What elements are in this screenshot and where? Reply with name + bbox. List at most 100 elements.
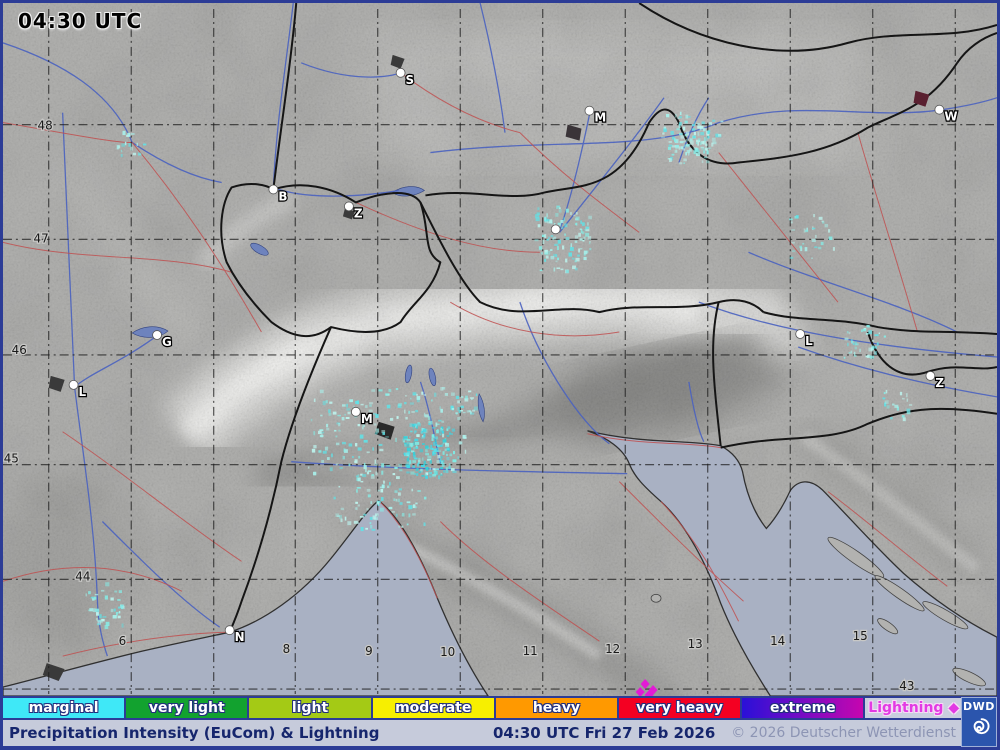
- precip-echo: [433, 452, 436, 456]
- precip-echo: [402, 438, 406, 441]
- precip-echo: [438, 419, 442, 422]
- precip-echo: [460, 395, 464, 399]
- precip-echo: [457, 400, 461, 404]
- precip-echo: [661, 136, 665, 139]
- precip-echo: [313, 398, 316, 402]
- precip-echo: [368, 418, 373, 421]
- precip-echo: [340, 507, 345, 511]
- precip-echo: [389, 481, 391, 486]
- precip-echo: [892, 403, 895, 406]
- precip-echo: [416, 473, 419, 476]
- precip-echo: [435, 448, 439, 453]
- precip-echo: [700, 146, 705, 149]
- precip-echo: [354, 443, 358, 447]
- precip-echo: [696, 152, 701, 157]
- precip-echo: [412, 465, 416, 469]
- grid-coordinate-label: 12: [605, 642, 620, 656]
- precip-echo: [564, 223, 568, 228]
- precip-echo: [703, 150, 706, 154]
- precip-echo: [446, 447, 450, 451]
- precip-echo: [369, 404, 372, 407]
- precip-echo: [344, 516, 347, 521]
- precip-echo: [455, 412, 458, 415]
- precip-echo: [457, 456, 459, 459]
- precip-echo: [374, 517, 378, 520]
- precip-echo: [458, 410, 461, 414]
- precip-echo: [118, 590, 122, 593]
- precip-echo: [884, 402, 887, 407]
- precip-echo: [397, 498, 400, 503]
- precip-echo: [818, 216, 823, 220]
- precip-echo: [407, 451, 411, 455]
- city-label: G: [162, 335, 172, 349]
- legend-item-moderate: moderate: [372, 698, 494, 718]
- lightning-strike-icon: [635, 687, 645, 696]
- precip-echo: [397, 404, 402, 408]
- precip-echo: [812, 227, 816, 230]
- precip-echo: [693, 121, 696, 125]
- precip-echo: [565, 236, 570, 241]
- precip-echo: [878, 332, 881, 334]
- city-label: M: [594, 111, 606, 125]
- precip-echo: [142, 143, 147, 146]
- precip-echo: [110, 597, 114, 601]
- precip-echo: [685, 138, 689, 142]
- precip-echo: [414, 423, 418, 426]
- precip-echo: [663, 128, 667, 133]
- precip-echo: [355, 475, 359, 478]
- precip-echo: [873, 346, 878, 349]
- precip-echo: [427, 455, 432, 459]
- precip-echo: [701, 160, 704, 164]
- precip-echo: [441, 462, 445, 467]
- precip-echo: [850, 350, 853, 354]
- precip-echo: [415, 409, 419, 413]
- precip-echo: [415, 430, 417, 433]
- precip-echo: [333, 496, 336, 500]
- precip-echo: [325, 400, 328, 404]
- precip-echo: [562, 245, 565, 250]
- precip-echo: [365, 527, 368, 530]
- precip-echo: [409, 397, 412, 400]
- precip-echo: [95, 608, 100, 612]
- precip-echo: [374, 463, 378, 466]
- precip-echo: [334, 429, 337, 432]
- precip-echo: [436, 444, 440, 448]
- precip-echo: [429, 467, 431, 471]
- precip-echo: [122, 130, 126, 136]
- precip-echo: [696, 142, 698, 145]
- precip-echo: [381, 470, 384, 475]
- precip-echo: [365, 405, 368, 408]
- precip-echo: [397, 492, 401, 496]
- precip-echo: [432, 474, 437, 477]
- copyright-notice: © 2026 Deutscher Wetterdienst: [731, 725, 956, 741]
- precip-echo: [574, 267, 578, 271]
- precip-echo: [372, 447, 374, 451]
- precip-echo: [803, 228, 806, 233]
- precip-echo: [418, 457, 421, 462]
- precip-echo: [377, 504, 380, 506]
- precip-echo: [416, 425, 418, 429]
- grid-coordinate-label: 44: [75, 569, 90, 583]
- precip-echo: [425, 453, 430, 456]
- precip-echo: [667, 146, 672, 150]
- precip-echo: [575, 212, 578, 215]
- precipitation-legend: marginal very light light moderate heavy…: [3, 696, 962, 720]
- precip-echo: [536, 212, 540, 216]
- precip-echo: [320, 414, 323, 417]
- precip-echo: [382, 432, 385, 435]
- grid-coordinate-label: 47: [34, 231, 49, 245]
- precip-echo: [357, 447, 362, 451]
- precip-echo: [789, 256, 794, 259]
- precip-echo: [574, 260, 577, 263]
- precip-echo: [580, 229, 583, 234]
- precip-echo: [868, 347, 873, 352]
- precip-echo: [553, 236, 557, 240]
- lightning-strike-icon: [644, 690, 654, 696]
- precip-echo: [427, 416, 431, 420]
- precip-echo: [344, 413, 347, 416]
- precip-echo: [440, 456, 443, 459]
- precip-echo: [445, 443, 450, 447]
- precip-echo: [451, 408, 455, 410]
- precip-echo: [359, 434, 364, 439]
- precip-echo: [413, 430, 416, 434]
